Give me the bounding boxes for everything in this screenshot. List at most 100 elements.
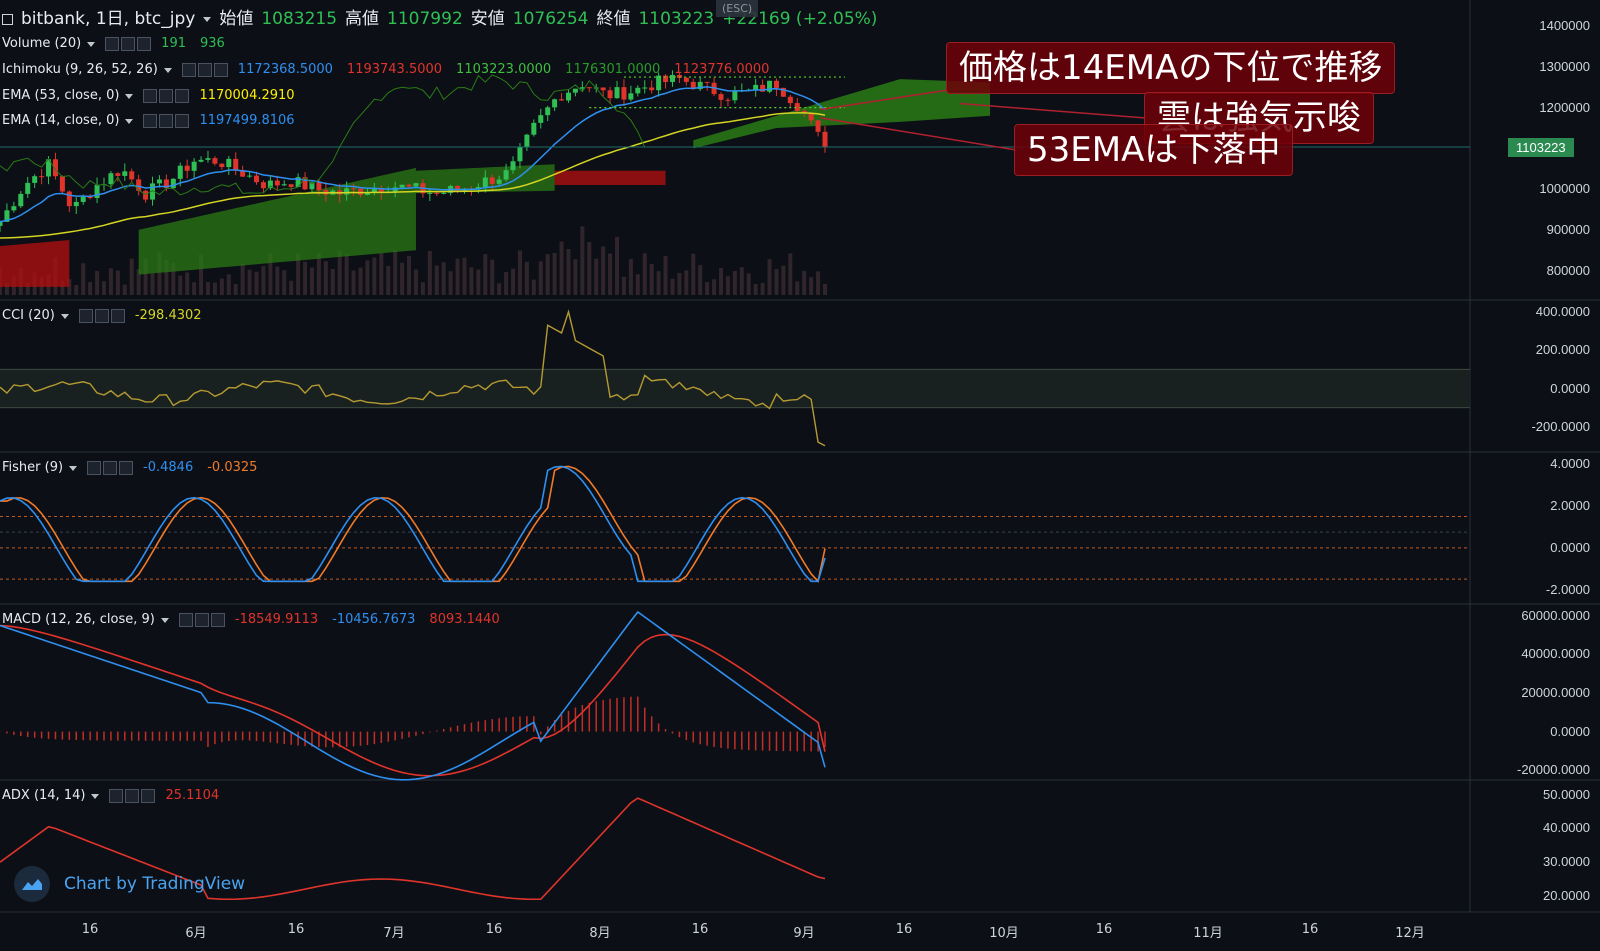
chevron-down-icon[interactable] [163, 67, 172, 73]
close-icon[interactable] [137, 37, 152, 51]
close-icon[interactable] [119, 461, 134, 475]
time-axis-label: 6月 [185, 926, 207, 941]
legend-macd-v1: -18549.9113 [234, 612, 319, 627]
chevron-down-icon[interactable] [91, 793, 100, 799]
candle-body [697, 81, 703, 90]
gear-icon[interactable] [125, 789, 140, 803]
candle-body [559, 99, 565, 101]
eye-icon[interactable] [143, 114, 158, 128]
gear-icon[interactable] [197, 63, 212, 77]
close-icon[interactable] [141, 789, 156, 803]
close-icon[interactable] [175, 89, 190, 103]
legend-cci[interactable]: CCI (20) -298.4302 [2, 307, 212, 325]
chevron-down-icon[interactable] [203, 16, 212, 22]
volume-bar [192, 282, 197, 295]
chevron-down-icon[interactable] [125, 93, 134, 99]
volume-bar [358, 267, 363, 295]
volume-bar [150, 273, 155, 295]
collapse-icon[interactable] [2, 13, 13, 25]
close-icon[interactable] [213, 63, 228, 77]
volume-bar [511, 268, 516, 295]
chevron-down-icon[interactable] [87, 41, 96, 47]
tradingview-branding[interactable]: Chart by TradingView [14, 866, 245, 902]
legend-ichimoku-v3: 1103223.0000 [456, 62, 552, 77]
candle-body [434, 192, 440, 194]
close-icon[interactable] [175, 114, 190, 128]
esc-hint[interactable]: (ESC) [716, 0, 759, 17]
time-axis-label: 11月 [1193, 926, 1223, 941]
candle-body [240, 170, 246, 177]
legend-macd[interactable]: MACD (12, 26, close, 9) -18549.9113 -104… [2, 611, 510, 629]
close-icon[interactable] [210, 613, 225, 627]
legend-buttons[interactable] [143, 114, 190, 128]
candle-body [656, 75, 662, 91]
gear-icon[interactable] [121, 37, 136, 51]
annotation-price-below-ema14[interactable]: 価格は14EMAの下位で推移 [946, 42, 1396, 94]
eye-icon[interactable] [87, 461, 102, 475]
legend-buttons[interactable] [87, 461, 134, 475]
eye-icon[interactable] [109, 789, 124, 803]
volume-bar [95, 270, 100, 295]
gear-icon[interactable] [194, 613, 209, 627]
legend-buttons[interactable] [109, 789, 156, 803]
candle-body [163, 179, 169, 189]
eye-icon[interactable] [143, 89, 158, 103]
cci-axis-label: 400.0000 [1535, 303, 1590, 319]
candle-body [572, 88, 578, 93]
high-value: 1107992 [387, 9, 463, 29]
candle-body [115, 173, 121, 176]
gear-icon[interactable] [159, 89, 174, 103]
volume-bar [517, 250, 522, 295]
gear-icon[interactable] [94, 309, 109, 323]
eye-icon[interactable] [178, 613, 193, 627]
gear-icon[interactable] [159, 114, 174, 128]
legend-adx[interactable]: ADX (14, 14) 25.1104 [2, 787, 229, 805]
candle-body [482, 177, 488, 188]
volume-bar [719, 268, 724, 295]
volume-bar [767, 259, 772, 295]
legend-ema53[interactable]: EMA (53, close, 0) 1170004.2910 [2, 87, 305, 105]
volume-bar [531, 279, 536, 295]
legend-buttons[interactable] [78, 309, 125, 323]
candle-body [364, 192, 370, 195]
chevron-down-icon[interactable] [60, 313, 69, 319]
annotation-ema53-falling[interactable]: 53EMAは下落中 [1014, 124, 1294, 176]
legend-buttons[interactable] [105, 37, 152, 51]
legend-ichimoku[interactable]: Ichimoku (9, 26, 52, 26) 1172368.5000 11… [2, 61, 779, 79]
chevron-down-icon[interactable] [160, 617, 169, 623]
symbol-title[interactable]: bitbank, 1日, btc_jpy [21, 9, 196, 29]
chevron-down-icon[interactable] [69, 465, 78, 471]
eye-icon[interactable] [105, 37, 120, 51]
macd-axis-label: 60000.0000 [1521, 607, 1590, 623]
legend-buttons[interactable] [143, 89, 190, 103]
legend-ema53-name: EMA (53, close, 0) [2, 88, 120, 103]
fisher-axis-label: -2.0000 [1545, 581, 1590, 597]
volume-bar [538, 261, 543, 295]
close-icon[interactable] [110, 309, 125, 323]
candle-body [46, 159, 52, 177]
price-axis-label: 1000000 [1539, 181, 1590, 197]
time-axis-label: 9月 [793, 926, 815, 941]
candle-body [212, 158, 218, 164]
volume-bar [469, 267, 474, 295]
legend-buttons[interactable] [181, 63, 228, 77]
candle-body [205, 158, 211, 160]
candle-body [801, 110, 807, 113]
legend-fisher[interactable]: Fisher (9) -0.4846 -0.0325 [2, 459, 267, 477]
eye-icon[interactable] [78, 309, 93, 323]
volume-bar [420, 282, 425, 295]
candle-body [732, 91, 738, 101]
close-label: 終値 [596, 9, 631, 29]
eye-icon[interactable] [181, 63, 196, 77]
chevron-down-icon[interactable] [125, 118, 134, 124]
legend-ema14[interactable]: EMA (14, close, 0) 1197499.8106 [2, 112, 305, 130]
legend-ichimoku-v2: 1193743.5000 [346, 62, 443, 77]
volume-bar [379, 252, 384, 295]
legend-buttons[interactable] [178, 613, 225, 627]
candle-body [254, 175, 260, 183]
gear-icon[interactable] [103, 461, 118, 475]
candle-body [108, 173, 114, 185]
legend-volume[interactable]: Volume (20) 191 936 [2, 35, 235, 53]
candle-body [344, 188, 350, 195]
